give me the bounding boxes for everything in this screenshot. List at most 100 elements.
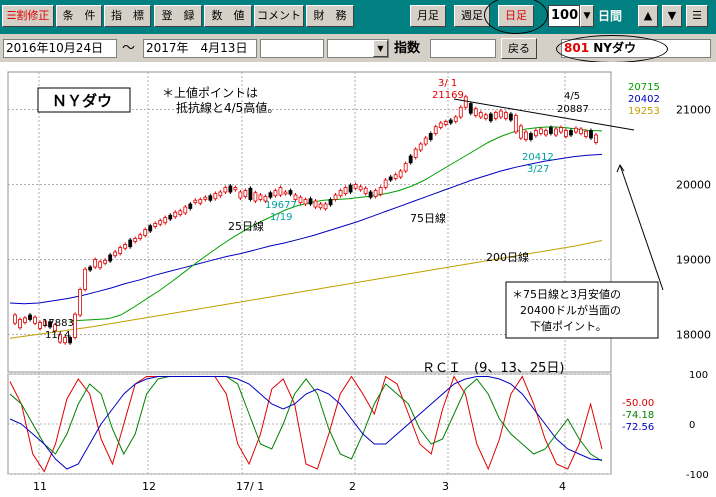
candle-body xyxy=(574,127,578,133)
symbol-highlight-ellipse xyxy=(556,35,668,63)
candle-body xyxy=(343,187,348,194)
financials-button[interactable]: 財 務 xyxy=(306,5,354,27)
candle-body xyxy=(18,319,22,329)
candle-body xyxy=(183,206,188,214)
values-button[interactable]: 数 値 xyxy=(204,5,252,27)
price-tick-label: 20000 xyxy=(676,179,711,192)
candle-body xyxy=(523,131,528,140)
candle-body xyxy=(508,113,513,121)
candle-body xyxy=(318,203,323,209)
scroll-down-button[interactable]: ▼ xyxy=(662,5,682,27)
triangle-up-icon: ▲ xyxy=(643,9,653,22)
candle-body xyxy=(448,119,453,124)
ma25-current-value: 20402 xyxy=(628,94,660,105)
candle-body xyxy=(168,214,173,220)
candle-body xyxy=(438,122,443,128)
chart-background xyxy=(0,62,716,497)
split-adjust-button[interactable]: ☰割修正 xyxy=(2,5,54,27)
lower-note-box xyxy=(505,281,659,339)
blank-field[interactable] xyxy=(260,39,324,58)
candle-body xyxy=(443,121,448,125)
candle-body xyxy=(308,198,313,205)
candle-body xyxy=(453,116,458,122)
candle-body xyxy=(153,223,158,227)
candle-body xyxy=(413,148,418,158)
date-range-bar: 2016年10月24日 〜 2017年 4月13日 ▼ 指数 戻る 801 NY… xyxy=(0,34,716,63)
rci-tick-label: 100 xyxy=(689,370,708,381)
candle-body xyxy=(393,174,398,179)
candle-body xyxy=(323,203,328,210)
candle-body xyxy=(283,191,288,195)
candle-body xyxy=(378,187,383,195)
x-tick-label: 2 xyxy=(349,480,356,493)
candle-body xyxy=(143,229,148,236)
price-tick-label: 18000 xyxy=(676,329,711,342)
candle-body xyxy=(518,125,523,139)
price-current-value: 20715 xyxy=(628,82,660,93)
upper-note-line2: 抵抗線と4/5高値。 xyxy=(176,100,279,115)
chart-title: ＮＹダウ xyxy=(52,92,112,110)
period-label: 日間 xyxy=(598,9,623,23)
ma200-label: 200日線 xyxy=(486,250,529,264)
candle-body xyxy=(133,238,138,242)
chevron-down-icon: ▼ xyxy=(583,11,591,21)
candle-body xyxy=(458,106,463,118)
candle-body xyxy=(253,192,258,202)
candle-body xyxy=(48,321,52,328)
candle-body xyxy=(433,126,438,134)
conditions-button[interactable]: 条 件 xyxy=(56,5,102,27)
candle-body xyxy=(328,199,333,206)
candle-body xyxy=(503,112,508,119)
callout-arrowhead xyxy=(616,163,625,173)
period-count-input[interactable]: 100 xyxy=(548,5,580,27)
chevron-down-icon: ▼ xyxy=(377,44,384,53)
monthly-button[interactable]: 月足 xyxy=(410,5,446,27)
candle-body xyxy=(303,199,308,205)
candle-body xyxy=(478,112,483,118)
candle-body xyxy=(543,130,548,136)
range-tilde: 〜 xyxy=(122,41,136,56)
indicators-button[interactable]: 指 標 xyxy=(104,5,151,27)
candle-body xyxy=(559,127,563,133)
candle-body xyxy=(338,190,343,197)
candle-body xyxy=(463,96,468,108)
annotation-nov4-value: 17883 xyxy=(42,318,74,329)
end-date-field[interactable]: 2017年 4月13日 xyxy=(143,39,257,58)
candle-body xyxy=(263,196,268,202)
candle-body xyxy=(483,114,488,119)
candle-body xyxy=(228,185,233,193)
blank-field-2[interactable] xyxy=(430,39,496,58)
x-tick-label: 4 xyxy=(559,480,566,493)
candle-body xyxy=(173,211,178,218)
rci-value-13: -74.18 xyxy=(622,410,654,421)
back-button[interactable]: 戻る xyxy=(501,38,537,59)
candle-body xyxy=(53,324,57,332)
menu-button[interactable]: ☰ xyxy=(686,5,708,27)
index-label: 指数 xyxy=(394,41,421,56)
scroll-up-button[interactable]: ▲ xyxy=(638,5,658,27)
start-date-field[interactable]: 2016年10月24日 xyxy=(3,39,117,58)
candle-body xyxy=(513,115,518,133)
register-button[interactable]: 登 録 xyxy=(154,5,202,27)
candle-body xyxy=(138,234,143,239)
price-panel-frame xyxy=(7,71,612,373)
candle-body xyxy=(278,187,283,196)
candle-body xyxy=(428,133,433,140)
candle-body xyxy=(198,199,203,204)
annotation-nov4-date: 11/ 4 xyxy=(45,330,71,341)
candle-body xyxy=(403,163,408,172)
candle-body xyxy=(298,196,303,203)
ma25-label: 25日線 xyxy=(228,219,264,233)
candle-body xyxy=(118,247,123,254)
toolbar: ☰割修正 条 件 指 標 登 録 数 値 コメント 財 務 月足 週足 日足 1… xyxy=(0,0,716,34)
candle-body xyxy=(58,334,62,343)
comment-button[interactable]: コメント xyxy=(254,5,304,27)
candle-body xyxy=(43,320,47,326)
period-dropdown-button[interactable]: ▼ xyxy=(580,5,594,27)
index-select-arrow[interactable]: ▼ xyxy=(373,40,388,57)
candle-body xyxy=(233,187,238,191)
callout-pointer-line xyxy=(619,164,664,291)
candle-body xyxy=(493,112,498,119)
candle-body xyxy=(348,184,353,193)
candle-body xyxy=(313,200,318,208)
